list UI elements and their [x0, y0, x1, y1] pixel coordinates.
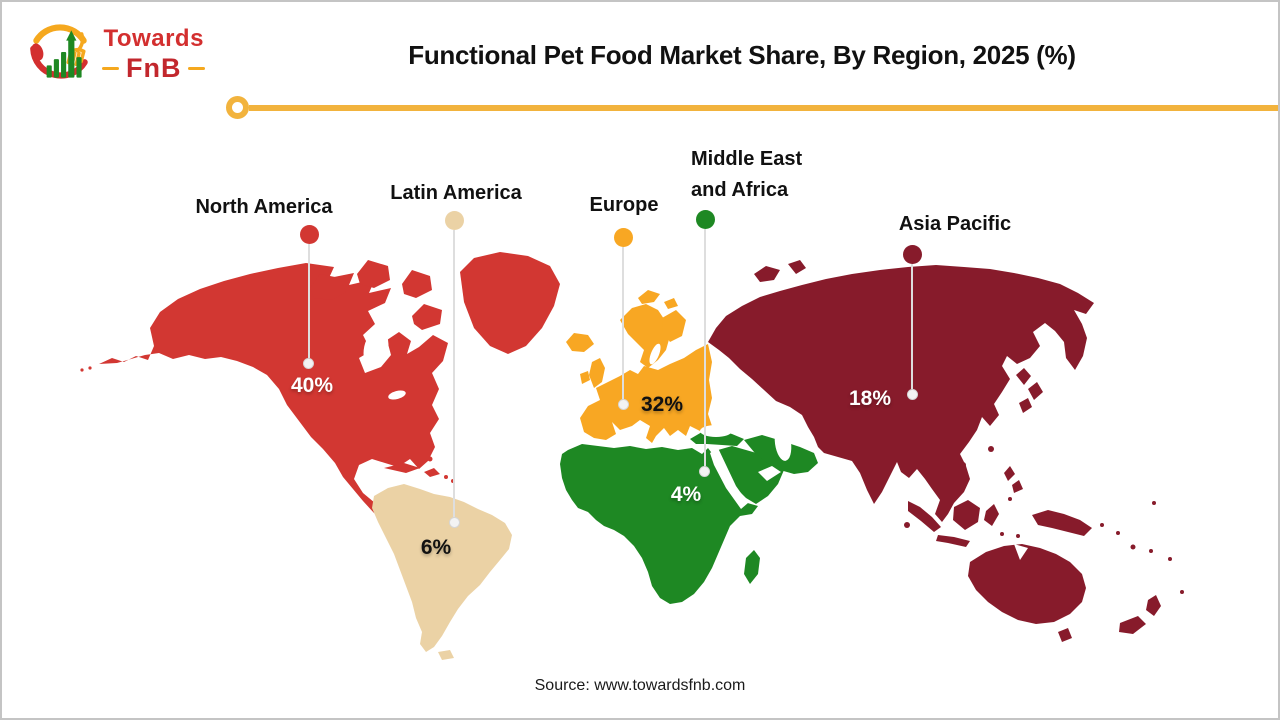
region-shape-middle-east-africa [560, 430, 818, 604]
sea-overlays [363, 329, 1028, 560]
logo-dash-right [188, 66, 206, 70]
logo-towards-text: Towards [103, 24, 204, 52]
region-pin-dot-europe [614, 228, 633, 247]
leader-line-asia-pacific [911, 264, 913, 389]
towardsfnb-logo: Towards FnB [24, 18, 206, 90]
region-label-europe: Europe [589, 194, 659, 216]
page-title: Functional Pet Food Market Share, By Reg… [408, 40, 1076, 70]
value-label-asia-pacific: 18% [848, 387, 892, 410]
spoon-icon [31, 43, 44, 61]
leader-endpoint-north-america [303, 358, 314, 369]
source-text: Source: www.towardsfnb.com [534, 677, 746, 694]
region-shape-europe [566, 290, 712, 443]
leader-endpoint-europe [618, 399, 629, 410]
logo-dash-left [102, 66, 119, 70]
value-label-europe: 32% [640, 393, 684, 416]
region-pin-dot-latin-america [445, 211, 464, 230]
region-pin-dot-north-america [300, 225, 319, 244]
leader-endpoint-latin-america [449, 517, 460, 528]
region-pin-dot-asia-pacific [903, 245, 922, 264]
title-underline-ring [226, 96, 249, 119]
value-label-north-america: 40% [290, 374, 334, 397]
leader-line-latin-america [453, 230, 455, 517]
region-label-asia-pacific: Asia Pacific [898, 213, 1012, 235]
leader-line-europe [622, 247, 624, 399]
logo-fnb-text: FnB [126, 52, 182, 83]
region-shape-latin-america [372, 484, 512, 660]
towardsfnb-logo-icon [30, 24, 88, 79]
region-shape-asia-pacific [708, 260, 1184, 642]
title-underline-line [249, 105, 1278, 111]
value-label-middle-east-africa: 4% [670, 483, 702, 506]
leader-endpoint-middle-east-africa [699, 466, 710, 477]
region-label-latin-america: Latin America [390, 182, 522, 204]
leader-endpoint-asia-pacific [907, 389, 918, 400]
plate-arc-top-icon [33, 24, 87, 44]
region-pin-dot-middle-east-africa [696, 210, 715, 229]
leader-line-north-america [308, 244, 310, 358]
leader-line-middle-east-africa [704, 229, 706, 466]
region-label-north-america: North America [195, 196, 333, 218]
growth-bars-icon [46, 30, 82, 78]
value-label-latin-america: 6% [420, 536, 452, 559]
region-shape-north-america [80, 252, 560, 525]
region-label-middle-east-africa: Middle East and Africa [691, 148, 803, 201]
